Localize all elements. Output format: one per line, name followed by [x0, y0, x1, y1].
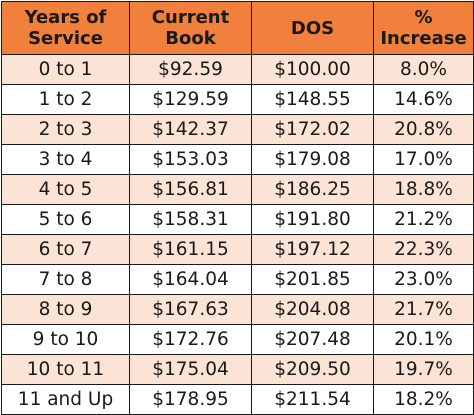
current-book-cell: $167.63: [129, 294, 252, 325]
years-cell: 9 to 10: [1, 324, 130, 355]
current-book-cell: $178.95: [129, 384, 252, 415]
increase-cell: 21.7%: [373, 294, 474, 325]
header-line: Increase: [380, 28, 467, 49]
table-row: 1 to 2 $129.59 $148.55 14.6%: [1, 84, 474, 115]
table-row: 0 to 1 $92.59 $100.00 8.0%: [1, 54, 474, 85]
header-years-of-service: Years of Service: [1, 1, 130, 55]
table-row: 6 to 7 $161.15 $197.12 22.3%: [1, 234, 474, 265]
years-cell: 6 to 7: [1, 234, 130, 265]
dos-cell: $207.48: [251, 324, 374, 355]
current-book-cell: $92.59: [129, 54, 252, 85]
current-book-cell: $158.31: [129, 204, 252, 235]
table-row: 9 to 10 $172.76 $207.48 20.1%: [1, 324, 474, 355]
table-row: 7 to 8 $164.04 $201.85 23.0%: [1, 264, 474, 295]
years-cell: 2 to 3: [1, 114, 130, 145]
years-cell: 0 to 1: [1, 54, 130, 85]
current-book-cell: $175.04: [129, 354, 252, 385]
years-cell: 3 to 4: [1, 144, 130, 175]
header-dos: DOS: [251, 1, 374, 55]
years-cell: 1 to 2: [1, 84, 130, 115]
increase-cell: 18.2%: [373, 384, 474, 415]
table-row: 5 to 6 $158.31 $191.80 21.2%: [1, 204, 474, 235]
header-line: Years of: [24, 7, 107, 28]
table-row: 8 to 9 $167.63 $204.08 21.7%: [1, 294, 474, 325]
increase-cell: 21.2%: [373, 204, 474, 235]
dos-cell: $197.12: [251, 234, 374, 265]
current-book-cell: $153.03: [129, 144, 252, 175]
increase-cell: 23.0%: [373, 264, 474, 295]
current-book-cell: $164.04: [129, 264, 252, 295]
increase-cell: 20.8%: [373, 114, 474, 145]
years-cell: 5 to 6: [1, 204, 130, 235]
table-row: 2 to 3 $142.37 $172.02 20.8%: [1, 114, 474, 145]
increase-cell: 8.0%: [373, 54, 474, 85]
increase-cell: 22.3%: [373, 234, 474, 265]
current-book-cell: $172.76: [129, 324, 252, 355]
header-line: DOS: [290, 17, 335, 39]
dos-cell: $186.25: [251, 174, 374, 205]
dos-cell: $209.50: [251, 354, 374, 385]
dos-cell: $179.08: [251, 144, 374, 175]
dos-cell: $100.00: [251, 54, 374, 85]
current-book-cell: $129.59: [129, 84, 252, 115]
current-book-cell: $156.81: [129, 174, 252, 205]
table-row: 3 to 4 $153.03 $179.08 17.0%: [1, 144, 474, 175]
table-row: 10 to 11 $175.04 $209.50 19.7%: [1, 354, 474, 385]
dos-cell: $172.02: [251, 114, 374, 145]
table-row: 4 to 5 $156.81 $186.25 18.8%: [1, 174, 474, 205]
header-line: Current: [151, 7, 230, 28]
header-line: %: [414, 7, 433, 28]
header-row: Years of Service Current Book DOS % Incr…: [1, 1, 474, 55]
dos-cell: $191.80: [251, 204, 374, 235]
header-line: Service: [28, 28, 103, 49]
header-current-book: Current Book: [129, 1, 252, 55]
header-percent-increase: % Increase: [373, 1, 474, 55]
increase-cell: 17.0%: [373, 144, 474, 175]
current-book-cell: $161.15: [129, 234, 252, 265]
increase-cell: 19.7%: [373, 354, 474, 385]
increase-cell: 14.6%: [373, 84, 474, 115]
years-cell: 7 to 8: [1, 264, 130, 295]
table-row: 11 and Up $178.95 $211.54 18.2%: [1, 384, 474, 415]
header-line: Book: [165, 28, 216, 49]
years-cell: 4 to 5: [1, 174, 130, 205]
increase-cell: 18.8%: [373, 174, 474, 205]
years-cell: 11 and Up: [1, 384, 130, 415]
dos-cell: $148.55: [251, 84, 374, 115]
current-book-cell: $142.37: [129, 114, 252, 145]
years-cell: 8 to 9: [1, 294, 130, 325]
dos-cell: $211.54: [251, 384, 374, 415]
years-cell: 10 to 11: [1, 354, 130, 385]
increase-cell: 20.1%: [373, 324, 474, 355]
dos-cell: $204.08: [251, 294, 374, 325]
dos-cell: $201.85: [251, 264, 374, 295]
